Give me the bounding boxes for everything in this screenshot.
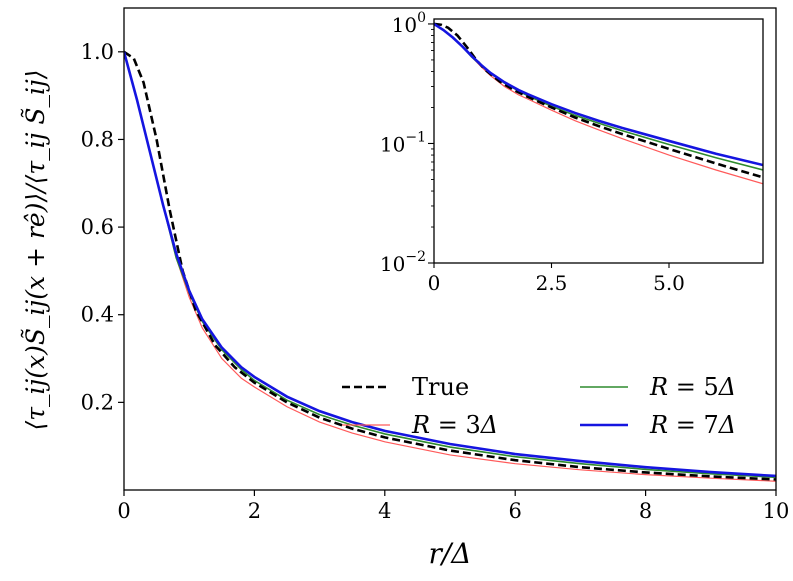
inset-y-tick-label: 10−1	[380, 129, 426, 156]
inset-x-tick-label: 5.0	[653, 271, 685, 295]
x-tick-label: 10	[763, 499, 790, 523]
x-tick-label: 6	[509, 499, 522, 523]
y-tick-label: 0.4	[81, 303, 114, 327]
y-tick-label: 0.6	[81, 215, 114, 239]
series-line-r7δ	[434, 22, 763, 167]
inset-x-tick-label: 2.5	[536, 271, 568, 295]
main-plot-frame	[123, 7, 777, 491]
x-tick-label: 8	[639, 499, 652, 523]
y-tick-label: 1.0	[81, 40, 114, 64]
series-line-true	[434, 22, 763, 179]
legend-label-r7δ: R = 7Δ	[649, 411, 736, 439]
legend-label-r5δ: R = 5Δ	[649, 373, 736, 401]
x-tick-label: 0	[117, 499, 130, 523]
y-tick-label: 0.2	[81, 390, 114, 414]
x-tick-label: 2	[248, 499, 261, 523]
inset-plot: 0 2.5 5.0 100 10−1 10−2	[380, 10, 764, 295]
y-axis-label: ⟨τ_ij(x)S̃_ij(x + rê)⟩/⟨τ_ij S̃_ij⟩	[21, 69, 50, 430]
x-tick-label: 4	[378, 499, 391, 523]
series-line-true	[124, 50, 776, 481]
inset-y-tick-label: 100	[392, 10, 426, 37]
y-tick-label: 0.8	[81, 127, 114, 151]
legend-label-true: True	[412, 373, 469, 401]
inset-y-tick-label: 10−2	[380, 249, 426, 276]
legend: True R = 3Δ R = 5Δ R = 7Δ	[342, 373, 736, 439]
x-axis-label: r/Δ	[428, 537, 471, 570]
inset-x-tick-label: 0	[428, 271, 441, 295]
legend-label-r3δ: R = 3Δ	[411, 411, 498, 439]
inset-background	[434, 19, 763, 263]
series-line-r7δ	[124, 51, 776, 478]
main-plot: 0 2 4 6 8 10 0.2 0.4 0.6 0.8 1.0 r/Δ ⟨τ_ij(x)S̃_ij(x…	[21, 7, 790, 570]
inset-frame	[433, 18, 764, 264]
